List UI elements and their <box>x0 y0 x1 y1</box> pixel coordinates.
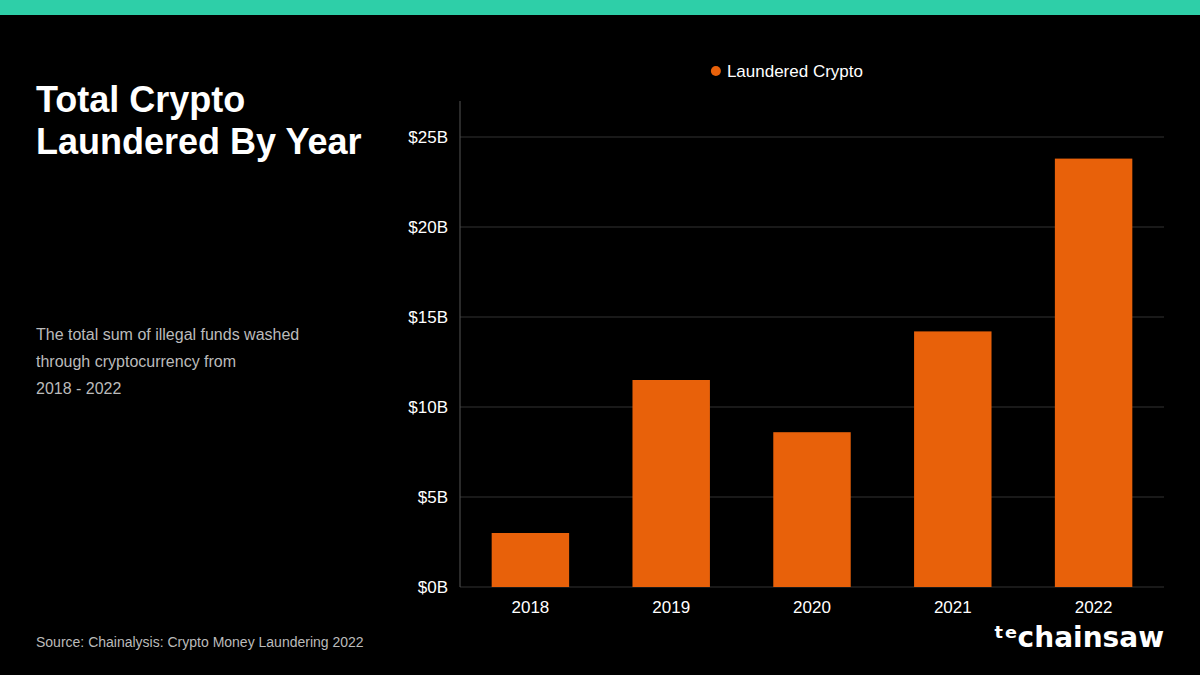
y-tick-label: $15B <box>408 308 448 327</box>
bar <box>914 331 991 587</box>
x-tick-label: 2019 <box>652 598 690 617</box>
y-tick-label: $0B <box>418 578 448 597</box>
bars <box>492 159 1133 587</box>
grid <box>460 137 1164 587</box>
legend-label: Laundered Crypto <box>727 62 863 81</box>
subtitle-line: 2018 - 2022 <box>36 380 122 397</box>
background <box>0 0 1200 675</box>
legend-marker <box>711 66 721 76</box>
subtitle-line: through cryptocurrency from <box>36 353 236 370</box>
bar <box>1055 159 1132 587</box>
x-tick-label: 2022 <box>1075 598 1113 617</box>
y-tick-label: $5B <box>418 488 448 507</box>
x-tick-label: 2018 <box>511 598 549 617</box>
grid-line <box>460 137 1164 138</box>
title: Total CryptoLaundered By Year <box>36 79 361 162</box>
branding: ᵗᵉchainsaw <box>993 621 1164 654</box>
y-tick-label: $25B <box>408 128 448 147</box>
title-line: Laundered By Year <box>36 121 361 162</box>
chart-container: Total CryptoLaundered By Year The total s… <box>0 0 1200 675</box>
chart-svg: Total CryptoLaundered By Year The total s… <box>0 0 1200 675</box>
legend: Laundered Crypto <box>711 62 863 81</box>
y-axis-line <box>460 101 461 587</box>
subtitle-line: The total sum of illegal funds washed <box>36 326 299 343</box>
bar <box>632 380 709 587</box>
y-tick-label: $20B <box>408 218 448 237</box>
bar <box>492 533 569 587</box>
top-bar <box>0 0 1200 15</box>
bar <box>773 432 850 587</box>
source-note: Source: Chainalysis: Crypto Money Launde… <box>36 634 364 650</box>
title-line: Total Crypto <box>36 79 245 120</box>
y-tick-label: $10B <box>408 398 448 417</box>
x-tick-label: 2021 <box>934 598 972 617</box>
subtitle: The total sum of illegal funds washed thr… <box>36 326 299 397</box>
x-tick-label: 2020 <box>793 598 831 617</box>
